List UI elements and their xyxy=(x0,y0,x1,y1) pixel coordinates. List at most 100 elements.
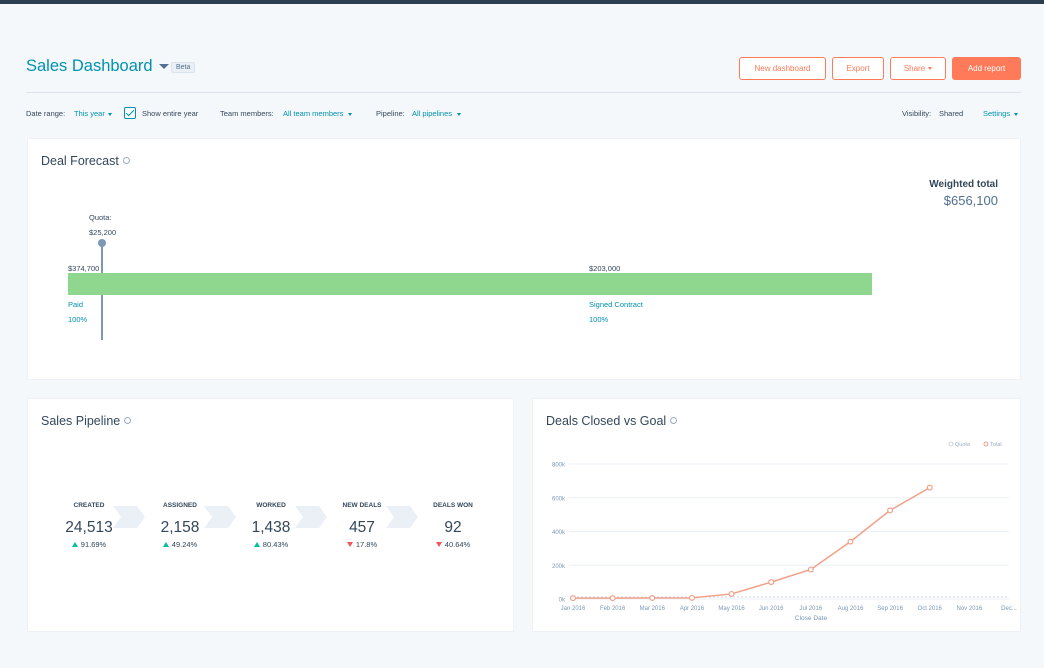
new-dashboard-button[interactable]: New dashboard xyxy=(739,57,826,80)
info-icon[interactable] xyxy=(124,417,132,425)
stage-change-value: 40.64% xyxy=(444,540,471,549)
caret-down-icon xyxy=(928,67,933,70)
caret-down-icon xyxy=(457,112,462,116)
pipeline-stage-worked[interactable]: WORKED 1,438 80.43% xyxy=(226,502,316,549)
settings-dropdown[interactable]: Settings xyxy=(983,109,1019,118)
stage-label: DEALS WON xyxy=(433,502,473,509)
team-members-label: Team members: xyxy=(220,109,274,118)
pipeline-stage-created[interactable]: CREATED 24,513 91.69% xyxy=(44,502,134,549)
stage-value: 92 xyxy=(444,519,462,536)
caret-down-icon xyxy=(348,112,353,116)
stage-change: 40.64% xyxy=(408,540,498,549)
caret-down-icon[interactable] xyxy=(158,64,169,69)
forecast-bar[interactable] xyxy=(68,273,872,295)
sales-pipeline-card: Sales Pipeline CREATED 24,513 91.69% ASS… xyxy=(27,398,514,632)
share-button-label: Share xyxy=(903,64,926,73)
visibility-label: Visibility: xyxy=(902,109,932,118)
team-members-dropdown[interactable]: All team members xyxy=(283,109,353,118)
stage-change-value: 80.43% xyxy=(262,540,289,549)
stage-change: 91.69% xyxy=(44,540,134,549)
stage-arrow xyxy=(204,506,236,528)
segment-amount: $374,700 xyxy=(68,264,100,273)
data-point xyxy=(728,590,735,597)
stage-change-value: 17.8% xyxy=(355,540,378,549)
pipeline-label: Pipeline: xyxy=(376,109,405,118)
header-divider xyxy=(26,92,1021,93)
arrow-up-icon xyxy=(253,542,260,547)
deals-closed-title: Deals Closed vs Goal xyxy=(546,414,678,428)
dashboard-header: Sales Dashboard Beta New dashboard Expor… xyxy=(26,56,1022,82)
x-tick-label: Nov 2016 xyxy=(957,606,983,612)
y-tick-label: 0k xyxy=(559,598,566,604)
y-tick-label: 600k xyxy=(552,496,566,502)
data-point xyxy=(887,507,894,514)
caret-down-icon xyxy=(107,112,112,116)
date-range-dropdown[interactable]: This year xyxy=(74,109,112,118)
stage-value: 457 xyxy=(349,519,375,536)
stage-value: 2,158 xyxy=(160,519,200,536)
legend-marker xyxy=(983,441,989,447)
pipeline-stage-new-deals[interactable]: NEW DEALS 457 17.8% xyxy=(317,502,407,549)
weighted-total-value: $656,100 xyxy=(943,193,998,208)
pipeline-stage-assigned[interactable]: ASSIGNED 2,158 49.24% xyxy=(135,502,225,549)
stage-change: 49.24% xyxy=(135,540,225,549)
stage-label: ASSIGNED xyxy=(163,502,197,509)
dashboard-title-text: Sales Dashboard xyxy=(26,57,153,75)
segment-amount: $203,000 xyxy=(589,264,621,273)
legend-marker xyxy=(948,441,954,447)
info-icon[interactable] xyxy=(122,157,130,165)
team-members-value: All team members xyxy=(283,109,344,118)
data-point xyxy=(768,579,775,586)
y-tick-label: 800k xyxy=(552,463,566,469)
date-range-label: Date range: xyxy=(26,109,66,118)
pipeline-dropdown[interactable]: All pipelines xyxy=(412,109,462,118)
deal-forecast-title-text: Deal Forecast xyxy=(41,154,119,168)
deals-closed-card: Deals Closed vs Goal 0k 200k 400k 600k 800k J… xyxy=(532,398,1021,632)
stage-label: WORKED xyxy=(256,502,286,509)
segment-stage[interactable]: Signed Contract xyxy=(589,300,643,309)
stage-label: NEW DEALS xyxy=(342,502,382,509)
x-tick-label: May 2016 xyxy=(718,606,745,612)
x-axis-label: Close Date xyxy=(795,615,828,622)
segment-probability: 100% xyxy=(68,315,88,324)
stage-arrow xyxy=(386,506,418,528)
stage-change: 17.8% xyxy=(317,540,407,549)
export-button[interactable]: Export xyxy=(832,57,884,80)
x-tick-label: Jun 2016 xyxy=(759,606,784,612)
x-tick-label: Jul 2016 xyxy=(799,606,822,612)
show-entire-year-checkbox[interactable] xyxy=(124,107,136,119)
y-tick-label: 400k xyxy=(552,530,566,536)
share-button[interactable]: Share xyxy=(890,57,946,80)
stage-value: 24,513 xyxy=(65,519,113,536)
date-range-value: This year xyxy=(74,109,105,118)
data-point xyxy=(807,566,814,573)
dashboard-title[interactable]: Sales Dashboard xyxy=(26,57,169,76)
filter-bar: Date range: This year Show entire year T… xyxy=(26,107,1022,121)
x-tick-label: Dec... xyxy=(1001,606,1017,612)
x-tick-label: Aug 2016 xyxy=(838,606,864,612)
segment-probability: 100% xyxy=(589,315,609,324)
info-icon[interactable] xyxy=(670,417,678,425)
show-entire-year-label[interactable]: Show entire year xyxy=(142,109,199,118)
legend-label: Total xyxy=(990,442,1002,448)
pipeline-stage-deals-won[interactable]: DEALS WON 92 40.64% xyxy=(408,502,498,549)
quota-label: Quota: xyxy=(89,213,112,222)
stage-change-value: 49.24% xyxy=(171,540,198,549)
data-point xyxy=(926,484,933,491)
x-tick-label: Sep 2016 xyxy=(877,606,903,612)
legend-label: Quota xyxy=(955,442,971,448)
x-tick-label: Oct 2016 xyxy=(918,606,943,612)
segment-stage[interactable]: Paid xyxy=(68,300,84,309)
arrow-down-icon xyxy=(435,542,442,547)
stage-arrow xyxy=(113,506,145,528)
deals-closed-title-text: Deals Closed vs Goal xyxy=(546,414,667,428)
add-report-button[interactable]: Add report xyxy=(952,57,1021,80)
x-tick-label: Jan 2016 xyxy=(561,606,586,612)
beta-badge: Beta xyxy=(171,62,196,73)
sales-pipeline-title: Sales Pipeline xyxy=(41,414,132,428)
settings-label: Settings xyxy=(983,109,1011,118)
deal-forecast-card: Deal Forecast Weighted total $656,100 Qu… xyxy=(27,138,1021,380)
stage-label: CREATED xyxy=(73,502,105,509)
stage-change-value: 91.69% xyxy=(80,540,107,549)
caret-down-icon xyxy=(1014,112,1019,116)
